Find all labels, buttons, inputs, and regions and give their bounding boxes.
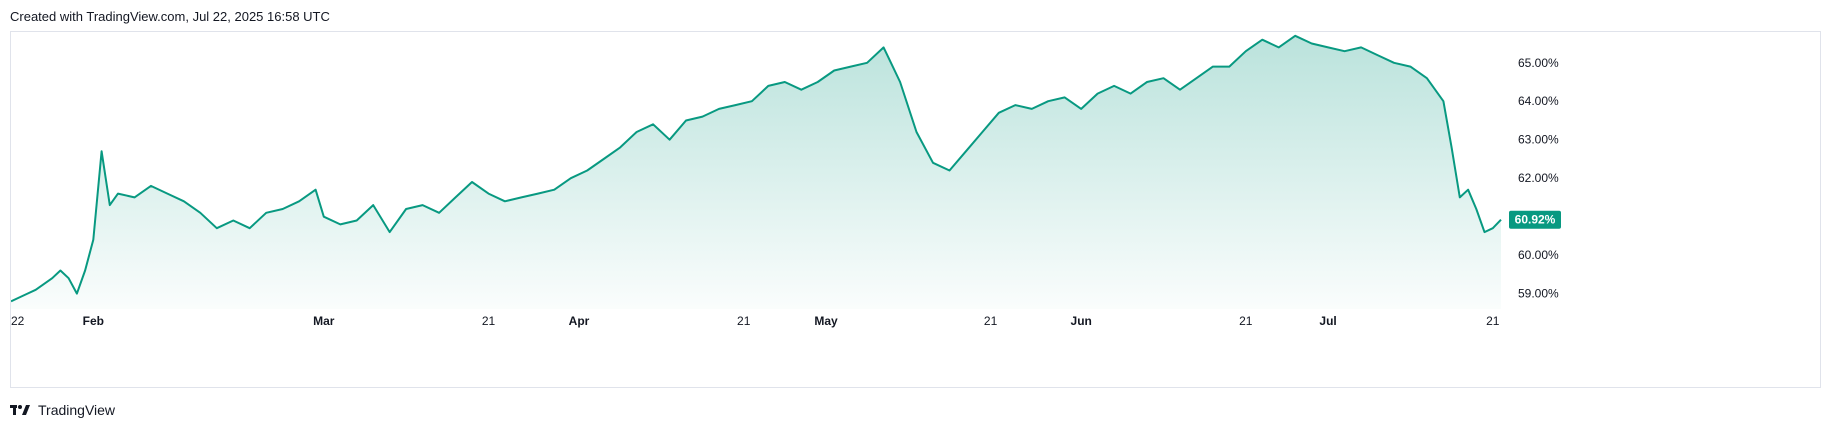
- x-tick-label: 21: [984, 314, 998, 328]
- chart-frame: 59.00%60.00%61.00%62.00%63.00%64.00%65.0…: [10, 31, 1821, 388]
- x-tick-label: Jul: [1319, 314, 1336, 328]
- chart-attribution: Created with TradingView.com, Jul 22, 20…: [10, 9, 330, 24]
- y-tick-label: 60.00%: [1518, 248, 1559, 262]
- x-tick-label: Apr: [569, 314, 590, 328]
- last-value-label: 60.92%: [1515, 213, 1556, 227]
- y-tick-label: 65.00%: [1518, 56, 1559, 70]
- x-tick-label: Jun: [1071, 314, 1092, 328]
- x-tick-label: 21: [737, 314, 751, 328]
- y-tick-label: 63.00%: [1518, 133, 1559, 147]
- y-tick-label: 64.00%: [1518, 94, 1559, 108]
- x-tick-label: 21: [482, 314, 496, 328]
- y-tick-label: 59.00%: [1518, 287, 1559, 301]
- series-area-fill: [11, 35, 1501, 310]
- x-tick-label: Feb: [83, 314, 104, 328]
- x-tick-label: 21: [1486, 314, 1500, 328]
- tradingview-brand: TradingView: [38, 402, 116, 418]
- series-line: [11, 34, 1502, 303]
- x-tick-label: 22: [11, 314, 25, 328]
- y-tick-label: 62.00%: [1518, 171, 1559, 185]
- tradingview-logo[interactable]: TradingView: [10, 402, 115, 418]
- tradingview-logo-icon: [10, 405, 30, 415]
- x-tick-label: Mar: [313, 314, 335, 328]
- last-value-badge: [1509, 210, 1561, 229]
- price-chart[interactable]: 59.00%60.00%61.00%62.00%63.00%64.00%65.0…: [11, 32, 1820, 387]
- x-tick-label: May: [814, 314, 838, 328]
- x-tick-label: 21: [1239, 314, 1253, 328]
